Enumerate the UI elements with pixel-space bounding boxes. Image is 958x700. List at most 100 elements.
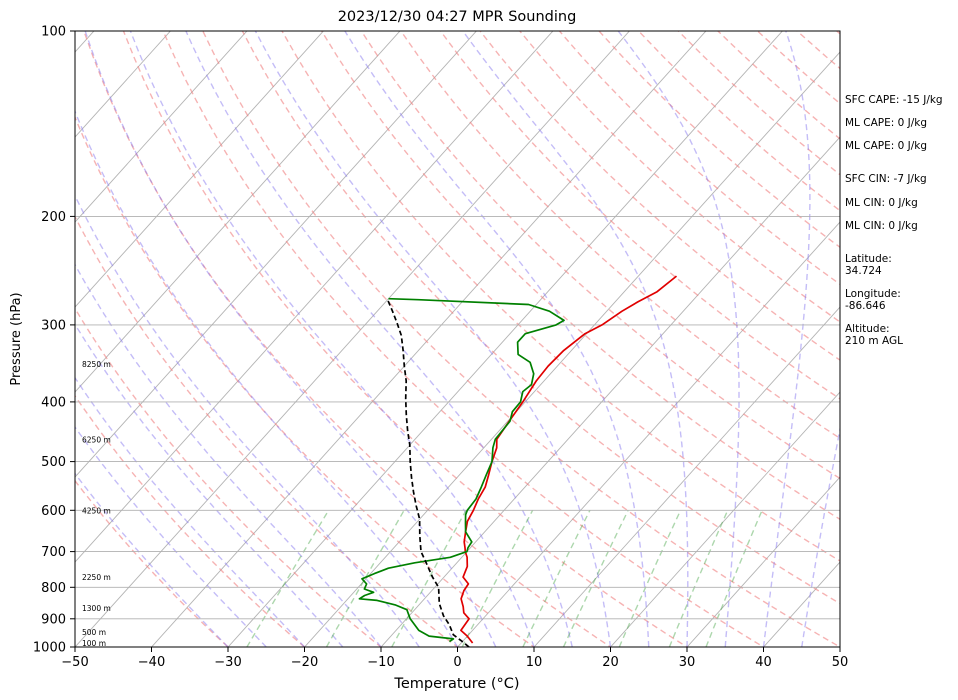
moist-adiabat-line [84, 31, 497, 647]
moist-adiabat-line [75, 109, 459, 647]
y-tick-label: 700 [41, 545, 66, 560]
isotherm-line [150, 31, 707, 647]
dry-adiabat-line [75, 479, 230, 647]
y-tick-label: 400 [41, 395, 66, 410]
dry-adiabat-line [202, 31, 840, 647]
moist-adiabat-line [75, 425, 267, 647]
info-ml-cin-2: ML CIN: 0 J/kg [845, 220, 918, 232]
y-tick-label: 1000 [33, 641, 66, 656]
moist-adiabat-line [344, 31, 650, 647]
dry-adiabat-line [281, 31, 840, 562]
height-label: 2250 m [82, 573, 111, 582]
sounding-series [358, 275, 678, 647]
dry-adiabat-line [75, 115, 536, 647]
x-tick-label: 0 [453, 655, 461, 670]
info-alt-value: 210 m AGL [845, 335, 903, 347]
dry-adiabat-lines [75, 31, 840, 647]
info-lon-label: Longitude: [845, 288, 901, 300]
moist-adiabat-line [762, 31, 811, 647]
isotherm-line [75, 31, 631, 647]
moist-adiabat-line [75, 472, 229, 647]
dry-adiabat-line [162, 31, 765, 647]
y-tick-label: 200 [41, 210, 66, 225]
isotherm-line [75, 31, 478, 478]
x-tick-label: 50 [832, 655, 849, 670]
isotherm-line [75, 31, 172, 138]
mixing-ratio-line [325, 509, 405, 647]
x-tick-label: −20 [291, 655, 318, 670]
isotherm-line [533, 306, 840, 647]
dry-adiabat-line [75, 307, 383, 647]
height-label: 4250 m [82, 506, 111, 515]
isotherm-line [75, 31, 325, 308]
dewpoint-line [358, 297, 565, 643]
x-tick-label: 20 [602, 655, 619, 670]
height-label: 100 m [82, 639, 106, 648]
height-label: 1300 m [82, 604, 111, 613]
sounding-info-panel: SFC CAPE: -15 J/kg ML CAPE: 0 J/kg ML CAPE… [845, 94, 943, 347]
y-axis-label: Pressure (hPa) [9, 292, 24, 385]
x-tick-label: 30 [679, 655, 696, 670]
info-ml-cin-1: ML CIN: 0 J/kg [845, 197, 918, 209]
info-lat-label: Latitude: [845, 253, 892, 265]
x-axis-label: Temperature (°C) [393, 676, 519, 692]
moist-adiabat-line [462, 31, 689, 647]
info-lon-value: -86.646 [845, 300, 886, 312]
x-tick-label: −40 [138, 655, 165, 670]
info-lat-value: 34.724 [845, 265, 882, 277]
height-label: 8250 m [82, 360, 111, 369]
isotherm-line [75, 31, 554, 563]
dry-adiabat-line [241, 31, 840, 605]
moist-adiabat-line [617, 31, 740, 647]
info-sfc-cape: SFC CAPE: -15 J/kg [845, 94, 943, 106]
moist-adiabat-line [185, 31, 573, 647]
dry-adiabat-line [320, 31, 840, 521]
y-axis-ticks: 100 200 300 400 500 600 700 800 900 1000 [33, 25, 75, 656]
moist-adiabat-line [75, 263, 382, 647]
height-labels: 8250 m 6250 m 4250 m 2250 m 1300 m 500 m 100 m [82, 360, 111, 648]
y-tick-label: 900 [41, 612, 66, 627]
info-ml-cape-1: ML CAPE: 0 J/kg [845, 117, 927, 129]
mixing-ratio-line [522, 509, 591, 647]
dry-adiabat-line [479, 31, 840, 361]
dry-adiabat-line [83, 31, 612, 647]
x-tick-label: −30 [214, 655, 241, 670]
y-tick-label: 300 [41, 318, 66, 333]
dry-adiabat-line [439, 31, 840, 400]
mixing-ratio-line [246, 509, 330, 647]
dry-adiabat-line [75, 215, 459, 647]
moist-adiabat-line [801, 425, 840, 647]
isobar-lines [75, 31, 840, 647]
y-tick-label: 600 [41, 504, 66, 519]
x-axis-ticks: −50 −40 −30 −20 −10 0 10 20 30 40 50 [61, 647, 848, 670]
mixing-ratio-line [461, 509, 534, 647]
isotherm-line [686, 476, 840, 647]
plot-background [75, 31, 840, 647]
x-tick-label: 40 [755, 655, 772, 670]
height-label: 500 m [82, 628, 106, 637]
parcel-line [386, 299, 470, 647]
y-tick-label: 100 [41, 25, 66, 40]
chart-title: 2023/12/30 04:27 MPR Sounding [338, 9, 577, 25]
temperature-line [460, 275, 678, 644]
x-tick-label: 10 [526, 655, 543, 670]
info-alt-label: Altitude: [845, 323, 890, 335]
isotherm-line [75, 31, 248, 223]
x-tick-label: −10 [367, 655, 394, 670]
isotherm-line [456, 221, 840, 647]
moist-adiabat-line [254, 31, 612, 647]
y-tick-label: 500 [41, 455, 66, 470]
isotherm-line [227, 31, 784, 647]
mixing-ratio-line [391, 509, 467, 647]
x-tick-label: −50 [61, 655, 88, 670]
dry-adiabat-line [75, 394, 306, 647]
y-tick-label: 800 [41, 581, 66, 596]
info-sfc-cin: SFC CIN: -7 J/kg [845, 173, 927, 185]
isotherm-line [75, 31, 401, 393]
isotherm-line [609, 391, 840, 647]
height-label: 6250 m [82, 435, 111, 444]
dry-adiabat-line [122, 31, 689, 647]
info-ml-cape-2: ML CAPE: 0 J/kg [845, 140, 927, 152]
moist-adiabat-line [129, 31, 535, 647]
